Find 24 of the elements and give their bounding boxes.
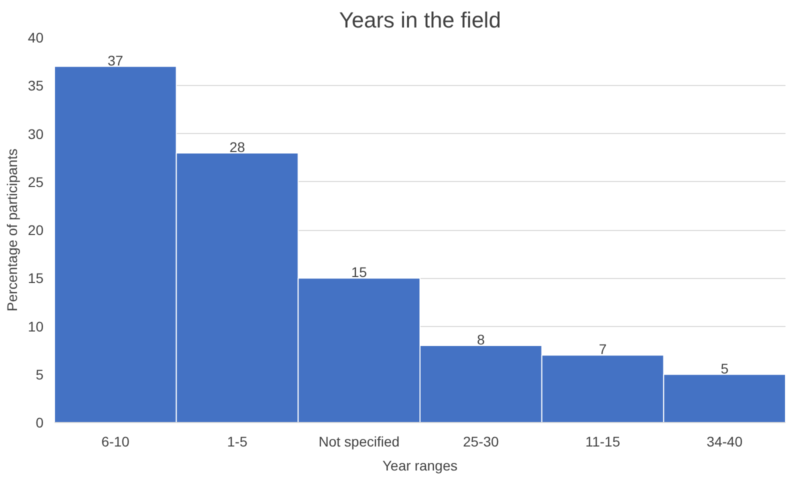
x-tick-label: 11-15 [585, 434, 620, 450]
data-label: 8 [477, 332, 486, 348]
data-label: 5 [720, 360, 729, 376]
data-label: 15 [351, 264, 368, 280]
x-tick-label: 25-30 [463, 434, 500, 450]
y-tick-label: 30 [28, 126, 44, 142]
data-label: 37 [108, 52, 124, 68]
x-axis-title: Year ranges [382, 458, 458, 474]
y-tick-label: 15 [28, 270, 44, 286]
y-axis-title: Percentage of participants [4, 148, 20, 312]
y-tick-label: 0 [36, 414, 44, 430]
x-tick-label: 34-40 [706, 434, 743, 450]
y-tick-label: 10 [28, 318, 44, 334]
y-tick-label: 35 [28, 78, 44, 94]
x-tick-label: 1-5 [227, 434, 248, 450]
y-tick-label: 20 [28, 222, 44, 238]
y-tick-label: 5 [36, 366, 44, 382]
x-tick-label: Not specified [318, 434, 400, 450]
data-label: 28 [229, 139, 246, 155]
chart-title: Years in the field [339, 8, 501, 32]
data-label: 7 [598, 341, 607, 358]
x-tick-label: 6-10 [101, 434, 130, 450]
y-tick-label: 25 [28, 174, 44, 190]
y-tick-label: 40 [28, 30, 44, 46]
